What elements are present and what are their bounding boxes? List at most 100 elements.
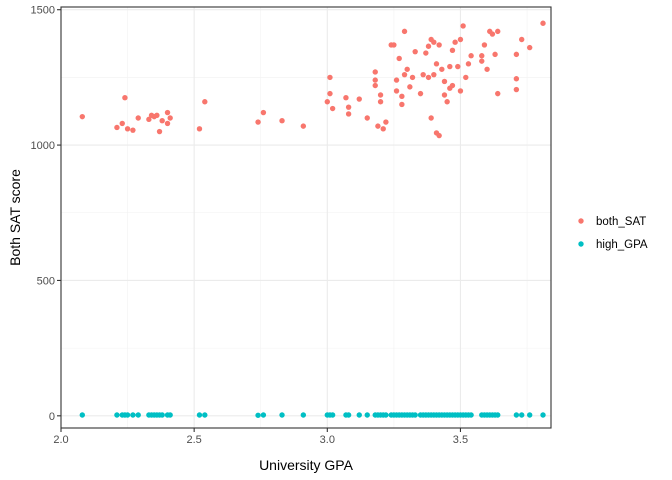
data-point [468, 412, 474, 418]
data-point [260, 412, 267, 418]
data-point [122, 94, 128, 101]
data-point [156, 128, 163, 135]
data-point [279, 118, 285, 124]
data-point [431, 39, 437, 45]
panel-border [60, 6, 552, 429]
data-point [396, 55, 402, 62]
data-point [202, 412, 208, 418]
x-tick-label: 2.0 [53, 434, 68, 446]
data-point [457, 36, 464, 43]
data-point [441, 78, 448, 85]
data-point [135, 412, 141, 418]
data-point [540, 412, 546, 418]
data-point [513, 51, 520, 58]
y-axis-title: Both SAT score [7, 169, 23, 266]
data-point [513, 86, 520, 93]
axes: 2.0 2.5 3.0 3.5 0 500 1000 1500 [31, 5, 469, 446]
y-tick-label: 1500 [31, 5, 55, 17]
data-point [401, 71, 408, 78]
data-point [481, 42, 488, 48]
data-points [79, 20, 546, 418]
data-point [375, 123, 381, 129]
data-point [513, 412, 520, 418]
legend-item-high-GPA: high_GPA [578, 239, 648, 251]
data-point [196, 412, 203, 418]
data-point [399, 101, 405, 108]
data-point [393, 77, 400, 83]
data-point [356, 412, 362, 418]
data-point [154, 112, 160, 118]
data-point [425, 74, 432, 81]
legend-key [578, 241, 584, 247]
data-point [409, 74, 416, 81]
data-point [519, 36, 525, 43]
data-point [449, 82, 456, 89]
data-point [391, 42, 397, 48]
data-point [441, 92, 448, 98]
data-point [255, 412, 261, 418]
data-point [343, 94, 349, 101]
x-axis-title: University GPA [259, 457, 354, 473]
x-tick-label: 3.5 [453, 434, 468, 446]
data-point [468, 53, 474, 59]
data-point [164, 109, 171, 116]
data-point [420, 71, 426, 78]
data-point [479, 53, 485, 59]
data-point [159, 118, 165, 124]
data-point [484, 66, 490, 72]
data-point [79, 412, 86, 418]
data-point [495, 28, 501, 35]
data-point [447, 63, 453, 70]
x-tick-label: 2.5 [187, 434, 202, 446]
grid-lines [60, 7, 551, 428]
data-point [526, 412, 533, 418]
data-point [479, 58, 485, 64]
data-point [465, 61, 472, 67]
data-point [377, 92, 384, 98]
data-point [167, 412, 173, 418]
data-point [329, 105, 336, 112]
series-both-SAT [79, 20, 546, 139]
data-point [124, 412, 131, 418]
data-point [401, 28, 408, 35]
data-point [364, 412, 370, 418]
data-point [460, 23, 466, 29]
data-point [327, 74, 333, 81]
data-point [114, 412, 120, 418]
data-point [383, 119, 389, 125]
data-point [417, 90, 424, 97]
series-high-GPA [79, 412, 546, 418]
data-point [457, 88, 464, 94]
data-point [404, 66, 410, 72]
data-point [377, 99, 384, 105]
data-point [526, 44, 533, 51]
data-point [130, 412, 136, 418]
data-point [433, 61, 440, 67]
data-point [279, 412, 285, 418]
x-tick-label: 3.0 [320, 434, 335, 446]
legend-item-both-SAT: both_SAT [578, 216, 646, 228]
data-point [412, 412, 418, 418]
data-point [79, 113, 86, 120]
y-tick-label: 500 [37, 275, 55, 287]
data-point [345, 412, 352, 418]
data-point [495, 412, 501, 418]
data-point [452, 39, 458, 45]
data-point [463, 74, 469, 81]
data-point [135, 115, 141, 121]
data-point [119, 120, 125, 127]
data-point [519, 412, 525, 418]
data-point [372, 69, 378, 75]
data-point [159, 412, 165, 418]
data-point [196, 126, 203, 132]
data-point [345, 104, 352, 110]
data-point [260, 109, 267, 116]
data-point [114, 124, 120, 131]
data-point [327, 90, 333, 97]
legend: both_SAT high_GPA [578, 216, 648, 251]
data-point [130, 127, 136, 133]
data-point [513, 76, 520, 82]
data-point [364, 115, 370, 121]
